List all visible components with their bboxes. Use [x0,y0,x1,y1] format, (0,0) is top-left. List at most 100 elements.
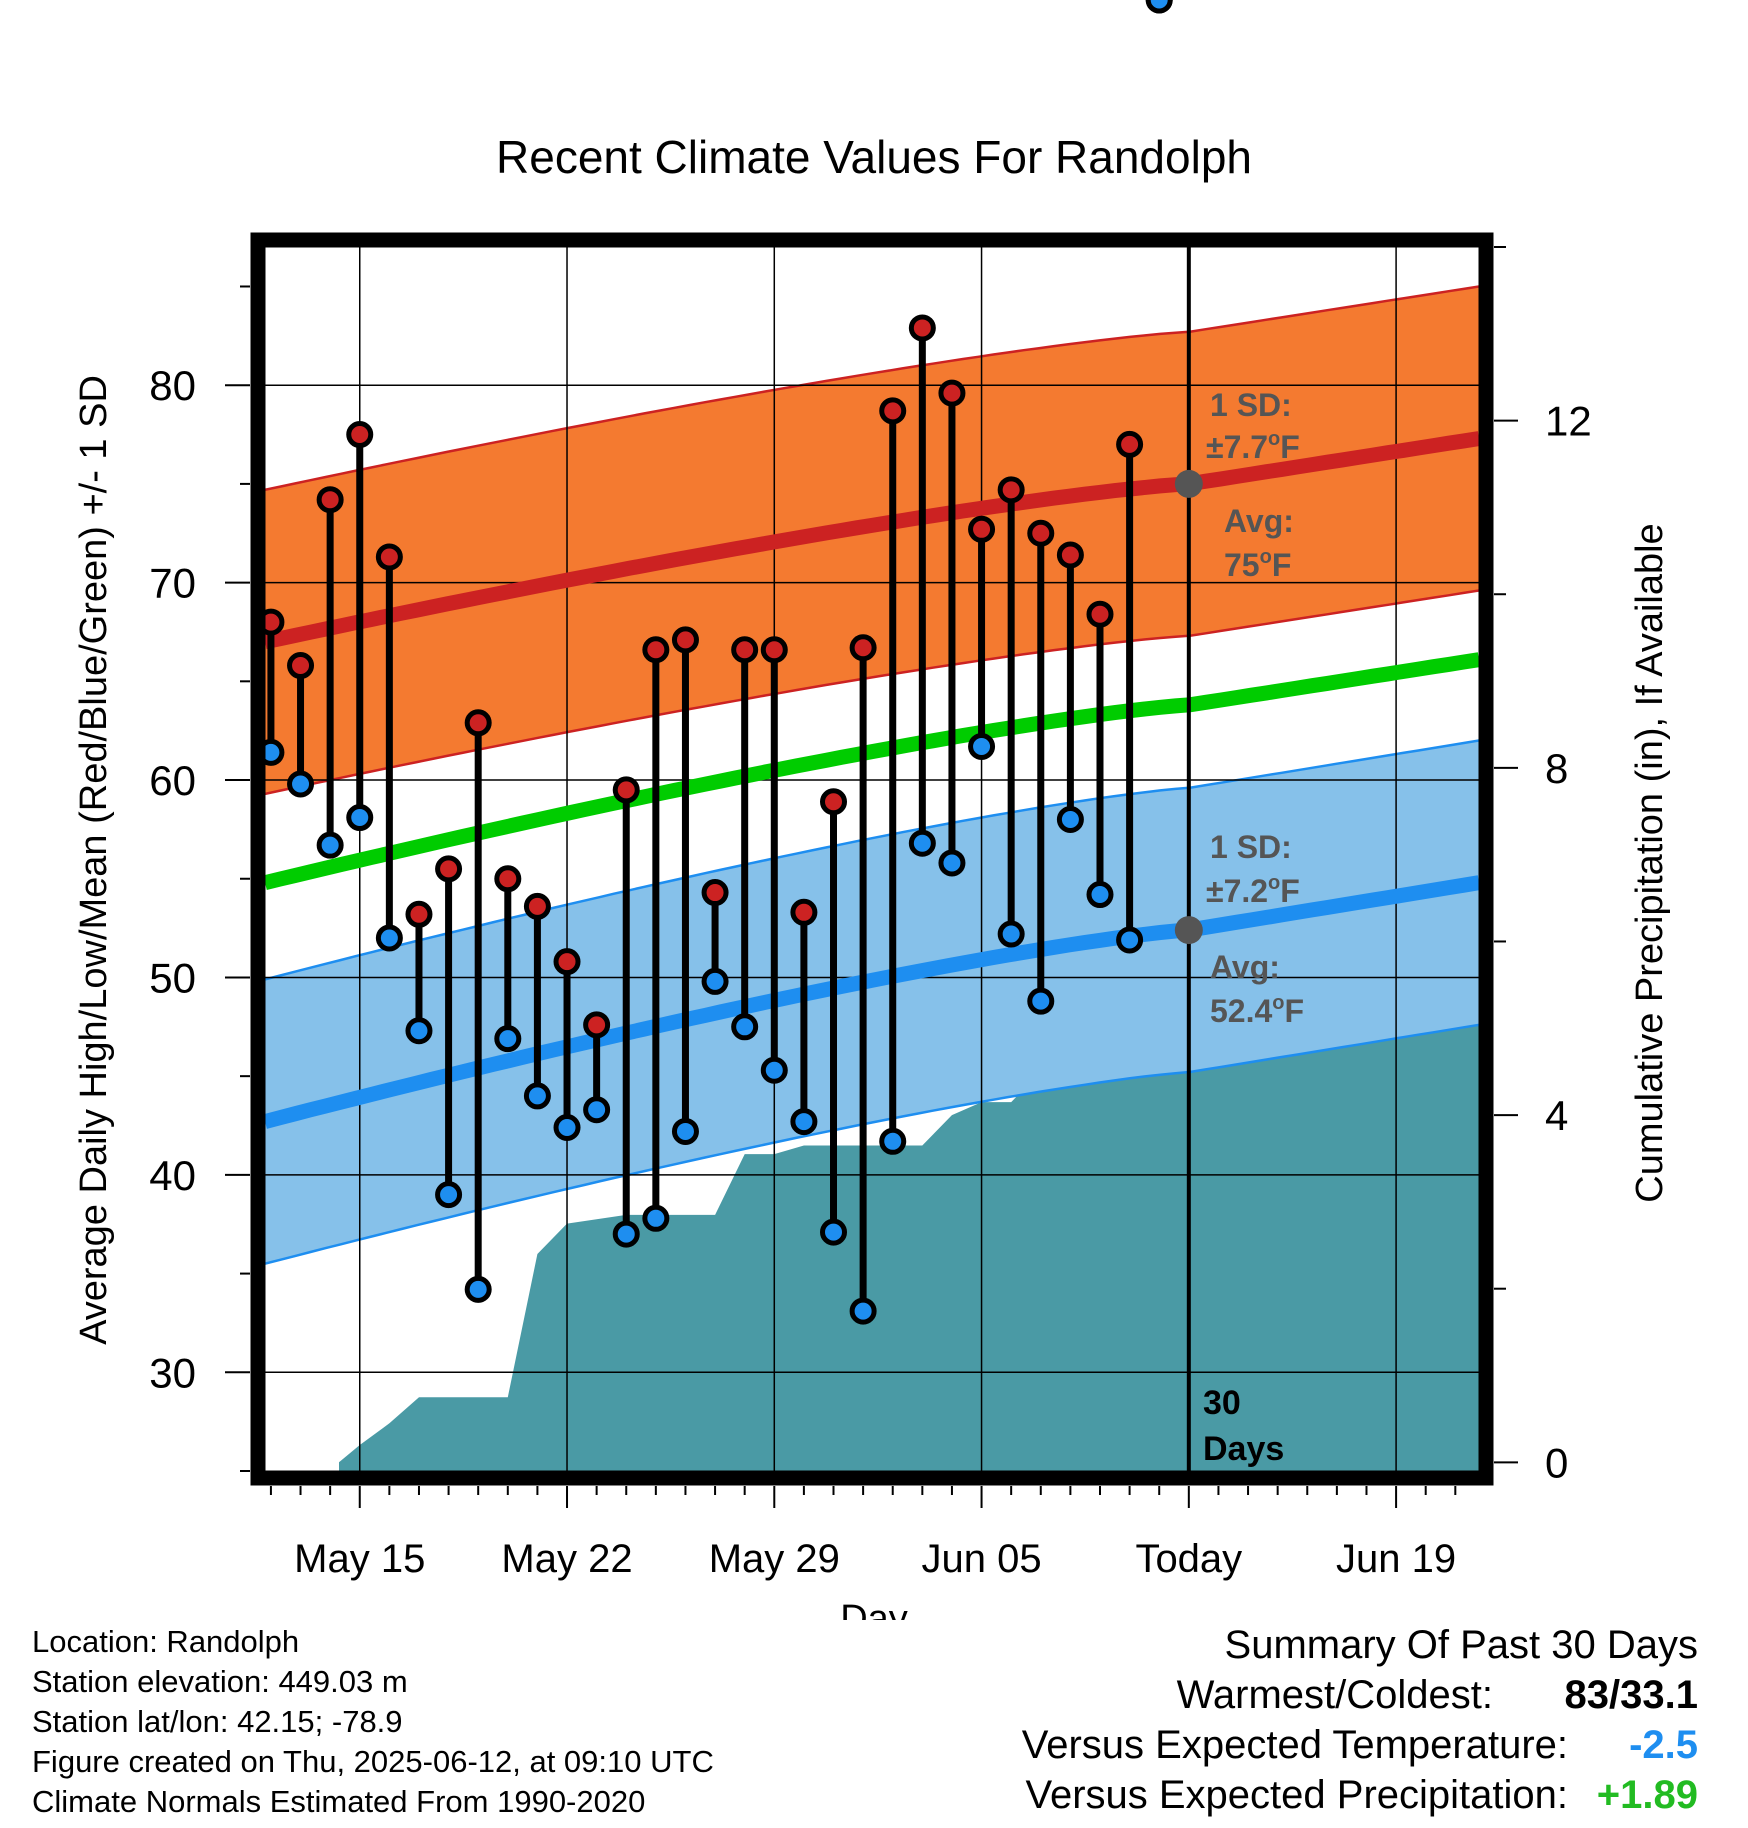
high-sd-label: 1 SD: [1210,387,1292,423]
daily-low-point [494,1025,522,1053]
daily-low-point [760,1056,788,1084]
station-info: Location: Randolph Station elevation: 44… [32,1622,714,1822]
daily-low-point [1056,806,1084,834]
daily-high-point [612,776,640,804]
high-sd-lower-edge [265,589,1479,796]
y2-tick-label: 12 [1545,398,1592,445]
daily-low-point [938,849,966,877]
normals-text: Climate Normals Estimated From 1990-2020 [32,1784,646,1819]
daily-high-point [435,855,463,883]
daily-high-point [671,626,699,654]
warmest-coldest-value: 83/33.1 [1564,1673,1698,1717]
daily-low-point [642,1204,670,1232]
daily-high-point [523,892,551,920]
today-avg-low-marker [1174,916,1203,945]
daily-high-point [849,634,877,662]
x-tick-label: Today [1135,1537,1242,1581]
plot-frame [250,232,1494,1486]
daily-low-point [820,1218,848,1246]
high-avg-label: Avg: [1224,503,1294,539]
low-sd-label: 1 SD: [1210,829,1292,865]
daily-low-point [375,924,403,952]
temp-departure-value: -2.5 [1629,1723,1698,1767]
y2-tick-label: 8 [1545,745,1568,792]
today-avg-high-marker [1174,469,1203,498]
daily-high-point [820,788,848,816]
y-axis-label: Average Daily High/Low/Mean (Red/Blue/Gr… [73,375,115,1345]
summary-panel: Summary Of Past 30 Days Warmest/Coldest:… [798,1620,1698,1820]
high-sd-value: ±7.7oF [1206,428,1300,465]
x-tick-label: May 29 [709,1537,840,1581]
elevation-text: Station elevation: 449.03 m [32,1664,408,1699]
daily-low-point [553,1113,581,1141]
daily-high-point [316,486,344,514]
precip-area [339,984,1479,1471]
normal-mean-line [265,652,1479,890]
latlon-text: Station lat/lon: 42.15; -78.9 [32,1704,403,1739]
y-tick-label: 50 [149,954,196,1001]
x-tick-label: May 15 [294,1537,425,1581]
normal-low-line [265,875,1479,1129]
daily-high-point [701,879,729,907]
low-sd-lower-edge [265,1023,1479,1265]
precip-departure-row: Versus Expected Precipitation: +1.89 [798,1770,1698,1820]
daily-high-point [790,898,818,926]
daily-low-point [849,1297,877,1325]
daily-high-point [1086,600,1114,628]
y2-tick-label: 4 [1545,1092,1568,1139]
daily-low-point [346,804,374,832]
daily-high-point [464,709,492,737]
daily-low-point [405,1017,433,1045]
y2-axis-label: Cumulative Precipitation (in), If Availa… [1629,523,1671,1202]
low-sd-upper-edge [265,739,1479,981]
climate-chart: Recent Climate Values For Randolph 1 SD:… [73,0,1671,1620]
daily-low-point [1116,926,1144,954]
daily-low-point [523,1082,551,1110]
daily-high-point [642,636,670,664]
daily-low-point [671,1117,699,1145]
daily-high-point [997,476,1025,504]
daily-high-point [938,379,966,407]
daily-low-point [908,829,936,857]
daily-low-point [583,1096,611,1124]
location-text: Location: Randolph [32,1624,300,1659]
summary-title: Summary Of Past 30 Days [1224,1623,1698,1667]
y-tick-label: 80 [149,362,196,409]
high-sd-band [265,286,1479,794]
daily-low-point [1086,881,1114,909]
low-avg-value: 52.4oF [1210,992,1304,1029]
daily-low-point [287,770,315,798]
daily-low-point [701,967,729,995]
daily-high-point [908,314,936,342]
daily-high-point [760,636,788,664]
daily-low-point [464,1275,492,1303]
daily-high-point [1056,541,1084,569]
daily-high-point [968,515,996,543]
plot-area: 1 SD: ±7.7oF Avg: 75oF 1 SD: ±7.2oF Avg: 52.4oF… [149,0,1592,1581]
daily-high-point [346,421,374,449]
y-tick-label: 60 [149,757,196,804]
temp-departure-row: Versus Expected Temperature: -2.5 [798,1720,1698,1770]
daily-high-point [287,652,315,680]
x-axis-label: Day [840,1598,908,1620]
days-count-word: Days [1203,1430,1284,1468]
daily-high-point [1027,519,1055,547]
low-avg-label: Avg: [1210,949,1280,985]
y-tick-label: 70 [149,560,196,607]
daily-low-point [1145,0,1173,14]
precip-departure-value: +1.89 [1596,1773,1698,1817]
x-tick-label: May 22 [501,1537,632,1581]
daily-high-point [583,1011,611,1039]
daily-low-point [879,1127,907,1155]
daily-high-point [879,397,907,425]
daily-low-point [790,1108,818,1136]
precip-departure-label: Versus Expected Precipitation: [1025,1773,1568,1817]
daily-low-point [1027,987,1055,1015]
daily-low-point [316,831,344,859]
daily-high-point [553,948,581,976]
daily-high-point [1116,430,1144,458]
chart-title: Recent Climate Values For Randolph [496,131,1252,183]
low-sd-value: ±7.2oF [1206,872,1300,909]
daily-low-point [612,1220,640,1248]
warmest-coldest-row: Warmest/Coldest: 83/33.1 [798,1670,1698,1720]
